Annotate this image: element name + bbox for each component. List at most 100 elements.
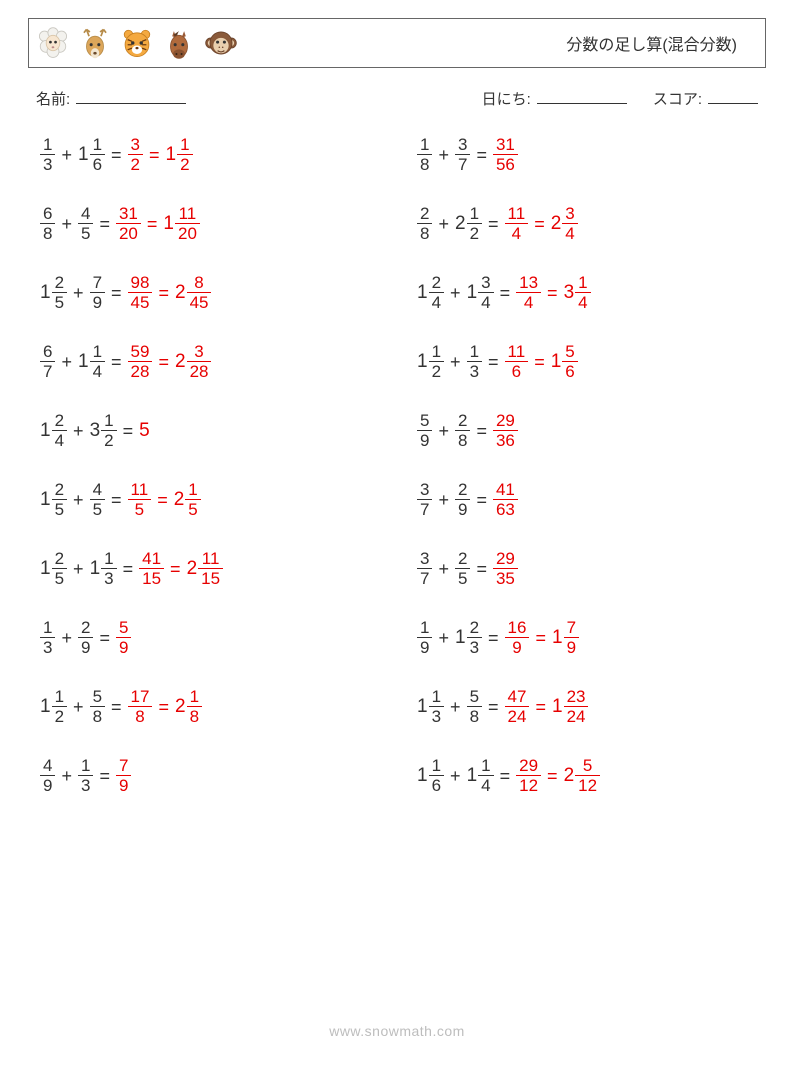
denominator: 63 <box>493 500 518 519</box>
numerator: 1 <box>429 687 444 706</box>
fraction: 28 <box>417 204 432 243</box>
numerator: 5 <box>90 687 105 706</box>
problems-grid: 13+116=32=11218+37=315668+45=3120=111202… <box>40 135 754 795</box>
denominator: 2 <box>177 155 192 174</box>
fraction: 9845 <box>128 273 153 312</box>
equals-sign: = <box>494 767 517 785</box>
equals-sign: = <box>151 491 174 509</box>
fraction: 24 <box>52 411 67 450</box>
mixed-number: 116 <box>78 135 105 174</box>
fraction: 45 <box>78 204 93 243</box>
date-blank[interactable] <box>537 89 627 104</box>
denominator: 8 <box>467 707 482 726</box>
plus-operator: + <box>67 491 90 509</box>
whole-part: 1 <box>78 352 90 371</box>
equals-sign: = <box>494 284 517 302</box>
fraction: 2324 <box>564 687 589 726</box>
equals-sign: = <box>482 698 505 716</box>
animal-icons-row <box>35 25 239 61</box>
numerator: 3 <box>478 273 493 292</box>
numerator: 3 <box>417 480 432 499</box>
numerator: 1 <box>187 687 202 706</box>
sheep-icon <box>35 25 71 61</box>
fraction: 1120 <box>175 204 200 243</box>
problem: 125+79=9845=2845 <box>40 273 377 312</box>
name-blank[interactable] <box>76 89 186 104</box>
plus-operator: + <box>55 215 78 233</box>
plus-operator: + <box>55 146 78 164</box>
fraction: 34 <box>478 273 493 312</box>
answer: 5 <box>139 421 150 440</box>
denominator: 7 <box>455 155 470 174</box>
answer: 4115=21115 <box>139 549 223 588</box>
numerator: 11 <box>128 480 152 499</box>
denominator: 6 <box>509 362 524 381</box>
equals-sign: = <box>105 353 128 371</box>
equals-sign: = <box>541 284 564 302</box>
fraction: 2936 <box>493 411 518 450</box>
fraction: 14 <box>478 756 493 795</box>
numerator: 41 <box>493 480 518 499</box>
denominator: 4 <box>509 224 524 243</box>
answer: 59 <box>116 618 131 657</box>
denominator: 3 <box>78 776 93 795</box>
problem: 49+13=79 <box>40 756 377 795</box>
fraction: 116 <box>505 342 529 381</box>
whole-part: 2 <box>174 490 186 509</box>
numerator: 1 <box>417 135 432 154</box>
mixed-number: 179 <box>552 618 579 657</box>
numerator: 4 <box>78 204 93 223</box>
denominator: 24 <box>505 707 530 726</box>
whole-part: 1 <box>78 145 90 164</box>
fraction: 13 <box>40 135 55 174</box>
numerator: 1 <box>467 342 482 361</box>
fraction: 15 <box>185 480 200 519</box>
denominator: 3 <box>467 638 482 657</box>
denominator: 9 <box>509 638 524 657</box>
plus-operator: + <box>55 353 78 371</box>
denominator: 28 <box>128 362 153 381</box>
equals-sign: = <box>470 491 493 509</box>
fraction: 4724 <box>505 687 530 726</box>
score-blank[interactable] <box>708 89 758 104</box>
denominator: 9 <box>564 638 579 657</box>
numerator: 2 <box>417 204 432 223</box>
equals-sign: = <box>482 353 505 371</box>
fraction: 24 <box>429 273 444 312</box>
denominator: 9 <box>116 638 131 657</box>
numerator: 1 <box>185 480 200 499</box>
problem: 19+123=169=179 <box>417 618 754 657</box>
whole-part: 1 <box>90 559 102 578</box>
fraction: 13 <box>467 342 482 381</box>
fraction: 79 <box>564 618 579 657</box>
denominator: 2 <box>429 362 444 381</box>
whole-part: 2 <box>175 352 187 371</box>
plus-operator: + <box>67 560 90 578</box>
denominator: 4 <box>478 776 493 795</box>
fraction: 28 <box>455 411 470 450</box>
numerator: 16 <box>505 618 530 637</box>
denominator: 4 <box>562 224 577 243</box>
equals-sign: = <box>541 767 564 785</box>
mixed-number: 112 <box>417 342 444 381</box>
denominator: 4 <box>90 362 105 381</box>
whole-part: 1 <box>417 352 429 371</box>
fraction: 23 <box>467 618 482 657</box>
fraction: 16 <box>90 135 105 174</box>
equals-sign: = <box>93 767 116 785</box>
numerator: 5 <box>417 411 432 430</box>
whole-part: 3 <box>90 421 102 440</box>
mixed-number: 2845 <box>175 273 212 312</box>
date-label: 日にち: <box>482 88 531 109</box>
denominator: 2 <box>467 224 482 243</box>
worksheet-page: 分数の足し算(混合分数) 名前: 日にち: スコア: 13+116=32=112… <box>0 18 794 1071</box>
mixed-number: 234 <box>551 204 578 243</box>
answer: 3156 <box>493 135 518 174</box>
mixed-number: 134 <box>467 273 494 312</box>
answer: 114=234 <box>505 204 578 243</box>
numerator: 1 <box>52 687 67 706</box>
problem: 28+212=114=234 <box>417 204 754 243</box>
mixed-number: 114 <box>467 756 494 795</box>
fraction: 134 <box>516 273 541 312</box>
whole-part: 1 <box>467 283 479 302</box>
